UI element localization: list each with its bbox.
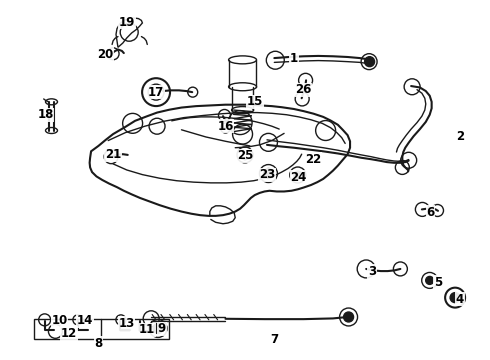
Text: 10: 10 bbox=[51, 314, 68, 327]
Text: 18: 18 bbox=[37, 108, 54, 121]
Text: 3: 3 bbox=[368, 265, 376, 278]
Text: 22: 22 bbox=[305, 153, 321, 166]
Text: 13: 13 bbox=[119, 317, 135, 330]
Text: 12: 12 bbox=[61, 327, 77, 340]
Text: 21: 21 bbox=[105, 148, 121, 161]
Circle shape bbox=[365, 57, 374, 67]
Text: 1: 1 bbox=[290, 51, 298, 64]
Text: 15: 15 bbox=[246, 95, 263, 108]
Text: 23: 23 bbox=[259, 168, 275, 181]
Text: 26: 26 bbox=[295, 83, 312, 96]
Text: 19: 19 bbox=[119, 16, 135, 29]
Text: 7: 7 bbox=[270, 333, 278, 346]
Text: 14: 14 bbox=[76, 314, 93, 327]
Text: 4: 4 bbox=[456, 293, 464, 306]
Text: 25: 25 bbox=[237, 149, 253, 162]
Circle shape bbox=[343, 312, 354, 322]
Text: 17: 17 bbox=[148, 86, 164, 99]
Text: 8: 8 bbox=[94, 337, 102, 350]
Circle shape bbox=[426, 276, 434, 284]
Text: 16: 16 bbox=[217, 120, 234, 133]
Text: 20: 20 bbox=[98, 48, 114, 61]
Circle shape bbox=[450, 293, 460, 303]
Circle shape bbox=[264, 168, 273, 179]
Text: 24: 24 bbox=[291, 171, 307, 184]
Text: 2: 2 bbox=[456, 130, 464, 144]
Text: 11: 11 bbox=[139, 323, 155, 336]
Circle shape bbox=[294, 171, 302, 179]
Text: 9: 9 bbox=[158, 322, 166, 335]
Text: 6: 6 bbox=[427, 206, 435, 219]
Circle shape bbox=[153, 324, 163, 333]
Text: 5: 5 bbox=[434, 276, 442, 289]
